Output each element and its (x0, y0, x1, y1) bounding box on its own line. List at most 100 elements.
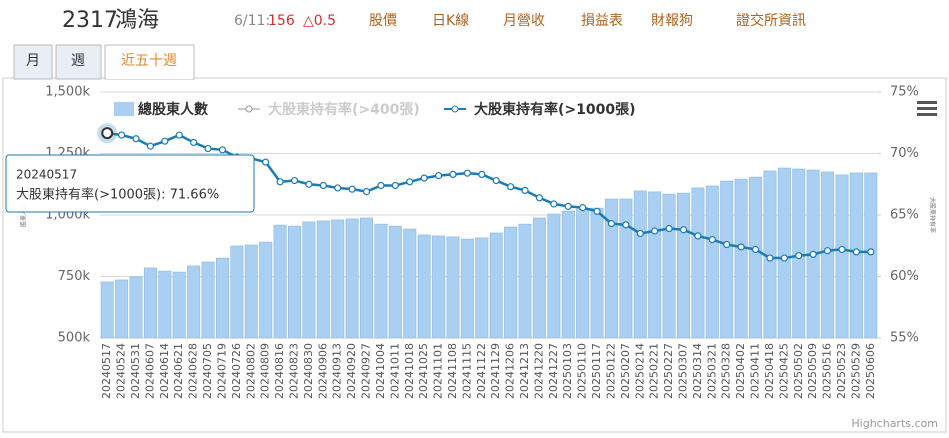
bar (648, 191, 662, 339)
tab[interactable] (55, 44, 102, 80)
bar (388, 225, 402, 339)
bar (662, 193, 676, 339)
bar (475, 237, 489, 339)
x-tick-label: 20240913 (331, 343, 344, 399)
marker (434, 172, 443, 180)
marker (535, 194, 544, 202)
bar (143, 267, 157, 339)
x-tick-label: 20241206 (504, 343, 517, 399)
x-tick-label: 20240927 (360, 343, 373, 399)
nav-link[interactable]: 日K線 (432, 13, 469, 29)
marker (795, 251, 803, 260)
marker (218, 146, 227, 154)
bar (821, 171, 835, 339)
x-tick-label: 20250122 (604, 343, 617, 399)
marker (708, 236, 716, 244)
y-tick-label: 750k (58, 269, 91, 284)
x-tick-label: 20250103 (561, 343, 574, 399)
marker (766, 254, 774, 262)
bar (446, 236, 460, 339)
tab-label[interactable]: 近五十週 (121, 53, 177, 69)
marker (362, 188, 371, 196)
x-tick-label: 20250516 (821, 343, 834, 399)
bar (432, 235, 446, 339)
legend-label[interactable]: 大股東持有率(>400張) (268, 101, 420, 118)
x-tick-label: 20250227 (662, 343, 675, 399)
marker (492, 176, 500, 185)
bar (230, 245, 244, 339)
x-tick-label: 20250307 (677, 343, 690, 399)
bar (417, 234, 431, 339)
marker (622, 221, 630, 229)
bar (158, 270, 172, 339)
marker (161, 137, 169, 145)
nav-link[interactable]: 月營收 (503, 13, 545, 29)
marker (290, 176, 299, 185)
x-tick-label: 20240719 (215, 343, 228, 399)
x-tick-label: 20240614 (158, 343, 171, 399)
x-tick-label: 20241213 (518, 343, 531, 399)
tooltip-title: 20240517 (16, 168, 77, 182)
x-tick-label: 20241122 (475, 343, 488, 399)
bar (619, 198, 633, 339)
marker (319, 181, 327, 190)
marker (694, 232, 702, 240)
y2-tick-label: 75% (890, 85, 919, 100)
nav-link[interactable]: 股價 (369, 12, 397, 29)
nav-link[interactable]: 證交所資訊 (736, 12, 806, 29)
marker (593, 207, 601, 215)
x-tick-label: 20241115 (460, 343, 473, 399)
marker (348, 185, 356, 193)
y2-tick-label: 70% (890, 146, 919, 161)
x-tick-label: 20240705 (201, 343, 214, 399)
bar (489, 232, 503, 339)
x-tick-label: 20240823 (288, 343, 301, 399)
marker (521, 186, 529, 194)
legend-marker (245, 105, 253, 113)
marker (118, 131, 126, 139)
marker (737, 243, 745, 251)
marker (651, 227, 659, 235)
bar (115, 279, 129, 339)
tab-label[interactable]: 週 (71, 53, 85, 69)
marker (132, 135, 140, 143)
legend-label[interactable]: 大股東持有率(>1000張) (474, 101, 636, 118)
bar (777, 167, 791, 339)
nav-link[interactable]: 損益表 (581, 13, 623, 29)
x-tick-label: 20250502 (792, 343, 805, 399)
x-tick-label: 20250117 (590, 343, 603, 399)
x-tick-label: 20241129 (489, 343, 502, 399)
x-tick-label: 20240816 (273, 343, 286, 399)
tab-label[interactable]: 月 (26, 53, 40, 69)
x-tick-label: 20250411 (749, 343, 762, 399)
tab-active[interactable] (104, 44, 195, 80)
bar (561, 210, 575, 339)
marker (262, 158, 270, 166)
bar (288, 225, 301, 339)
legend-marker (451, 105, 459, 113)
nav-link[interactable]: 財報狗 (651, 13, 693, 29)
y-axis-title: 股東人數 (20, 203, 28, 227)
x-tick-label: 20250214 (633, 343, 646, 399)
marker (463, 169, 471, 177)
x-tick-label: 20241004 (374, 343, 387, 399)
marker (377, 181, 385, 190)
bar (691, 187, 705, 339)
marker (190, 138, 198, 147)
y2-tick-label: 60% (890, 269, 919, 284)
legend-label[interactable]: 總股東人數 (138, 101, 208, 118)
x-tick-label: 20250425 (777, 343, 790, 399)
tab[interactable] (13, 44, 53, 80)
menu-icon[interactable] (917, 101, 937, 116)
bar (331, 219, 345, 339)
legend-swatch (114, 102, 134, 116)
marker (507, 183, 515, 191)
marker (636, 229, 644, 238)
x-tick-label: 20250529 (849, 343, 862, 399)
bar (360, 217, 374, 339)
bar (835, 174, 849, 339)
marker (564, 202, 572, 210)
bar (100, 281, 114, 339)
